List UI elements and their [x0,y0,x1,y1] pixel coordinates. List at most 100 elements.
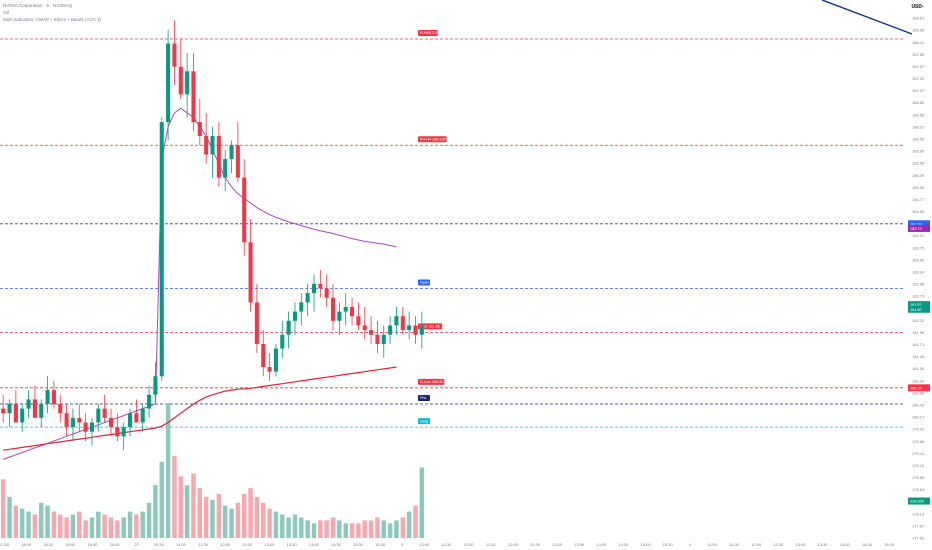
x-tick-label: 13:30 [818,542,829,547]
x-tick-label: 5 [401,542,404,547]
y-tick-label: 178.89 [912,475,925,480]
candle-body [311,283,317,294]
y-tick-label: 183.50 [912,257,925,262]
volume-bar [83,520,88,538]
volume-bar [77,511,82,538]
candle-body [362,325,367,331]
candle-body [223,159,228,178]
level-tag-label: Open [420,281,429,285]
candle-body [39,404,44,418]
candle-body [20,408,25,423]
volume-bar [96,511,101,538]
chart-title: NVIDIA Corporation · 5 · NASDAQ [3,3,73,8]
indicator-label: Multi Indicators: VWAP + EMAs + Bands (A… [3,17,101,22]
candle-body [210,136,215,155]
volume-bar [318,520,323,538]
y-tick-label: 178.64 [912,487,925,492]
x-tick-label: 14:00 [596,542,607,547]
volume-bar [362,520,367,538]
candle-body [419,325,424,335]
ema-line [3,366,397,451]
x-tick-label: 12:30 [441,542,452,547]
level-tag [418,136,447,143]
volume-bar [184,485,190,538]
candle-body [13,404,18,423]
candle-body [134,413,139,423]
volume-bar [280,514,285,538]
x-tick-label: 10:30 [154,542,165,547]
level-lines: R-H68.235 R4-H4 188.235 Open Last 181.86 S-L… [0,29,905,428]
x-tick-label: 15:00 [884,542,895,547]
volume-bar [39,502,44,538]
volume-bar [70,514,76,538]
candle-body [350,306,355,317]
level-tag [418,323,443,330]
trend-line[interactable] [821,0,913,35]
y-tick-label: 188.35 [912,28,925,33]
candle-body [77,417,82,423]
y-tick-label: 184.01 [912,233,925,238]
x-tick-label: 11:00 [464,542,474,547]
candle-body [216,136,221,178]
x-tick-label: 14:30 [862,542,873,547]
currency-label: USD [911,4,922,10]
volume-bar [191,473,196,538]
x-tick-label: 27 [135,542,140,547]
volume-bar [45,505,50,538]
x-tick-label: 11:30 [729,542,739,547]
y-tick-label: 187.07 [912,88,925,93]
y-tick-label: 186.05 [912,137,925,142]
candle-body [343,306,348,312]
volume-bar [273,511,279,538]
candle-body [96,408,101,423]
volume-bar [64,517,69,538]
x-tick-label: 14:00 [840,542,851,547]
volume-bar [7,496,12,538]
candle-body [318,283,323,289]
y-tick-label: 183.75 [912,245,925,250]
candle-body [7,404,12,414]
y-tick-label: 184.52 [912,209,925,214]
price-badge [908,384,930,392]
candle-body [388,325,393,335]
candle-body [394,316,399,326]
candle-body [337,311,342,321]
x-tick-label: 13:00 [795,542,806,547]
y-tick-label: 180.43 [912,403,925,408]
candles [1,20,424,451]
volume-bar [89,517,95,538]
y-tick-label: 185.80 [912,149,925,154]
y-tick-label: 179.41 [912,451,925,456]
volume-bar [146,502,152,538]
candle-body [89,422,95,432]
x-tick-label: 15:30 [663,542,674,547]
time-axis: 17:55 18:00 18:30 19:00 19:30 20:00 27 10:30 11:… [0,542,895,547]
candle-body [261,343,266,368]
price-badge-label: 181.80 [910,308,922,312]
x-tick-label: 13:00 [552,542,563,547]
x-tick-label: 18:30 [43,542,54,547]
candle-body [292,311,297,321]
candle-body [115,427,120,437]
y-tick-label: 182.98 [912,282,925,287]
candle-body [121,427,126,437]
x-tick-label: 12:30 [242,542,253,547]
candle-body [102,408,107,418]
x-tick-label: 12:00 [751,542,762,547]
y-tick-label: 181.20 [912,366,925,371]
candle-body [191,71,196,123]
candle-body [172,43,177,67]
x-tick-label: 11:30 [486,542,496,547]
y-tick-label: 179.66 [912,439,925,444]
x-tick-label: 17:55 [0,542,10,547]
y-tick-label: 177.62 [912,536,925,541]
candle-body [273,348,278,372]
y-tick-label: 177.87 [912,523,925,528]
candle-body [413,325,418,335]
candle-body [166,43,171,123]
x-tick-label: 14:30 [331,542,342,547]
y-tick-label: 181.45 [912,354,925,359]
x-tick-label: 11:30 [198,542,208,547]
y-tick-label: 180.94 [912,378,925,383]
